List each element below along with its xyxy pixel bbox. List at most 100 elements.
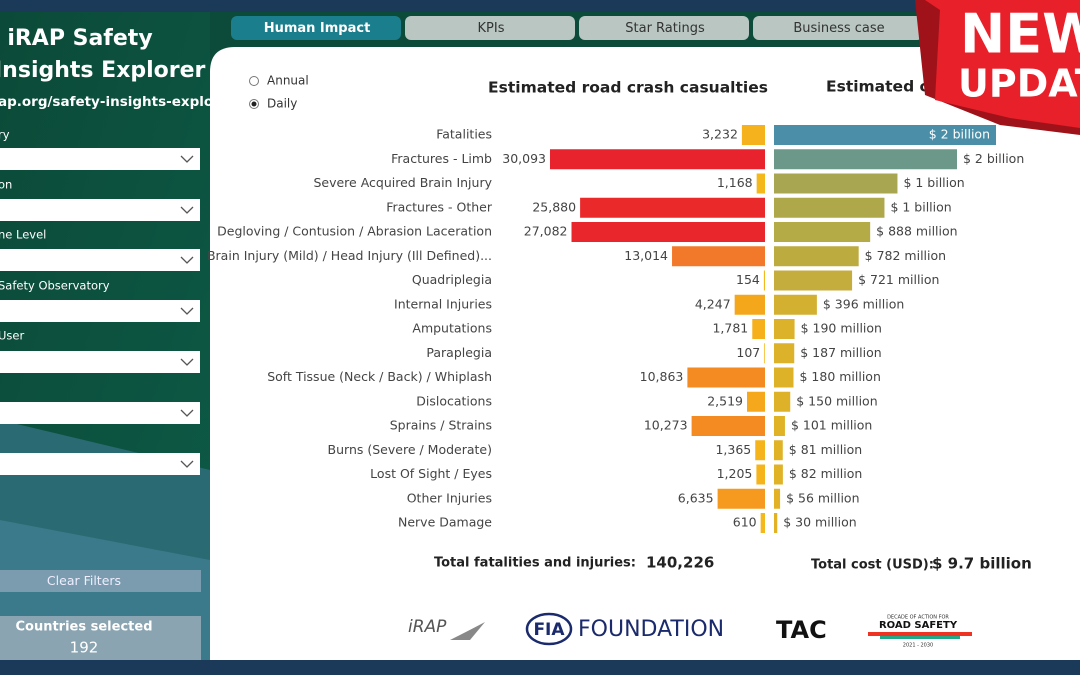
value-label: $ 721 million — [858, 272, 939, 287]
bar — [774, 294, 817, 315]
tab-label: KPIs — [478, 21, 505, 36]
tab[interactable] — [753, 16, 923, 40]
category-label: Paraplegia — [426, 345, 492, 360]
value-label: 27,082 — [524, 224, 568, 239]
bar — [774, 464, 783, 485]
bar — [774, 488, 781, 509]
bar — [760, 513, 765, 533]
category-label: Nerve Damage — [398, 515, 492, 530]
bar — [550, 149, 765, 170]
bar — [756, 173, 765, 194]
stripe — [868, 632, 972, 636]
radio-label: Daily — [267, 97, 297, 111]
total-value: 140,226 — [646, 554, 714, 572]
value-label: $ 187 million — [800, 345, 881, 360]
radio-label: Annual — [267, 74, 309, 88]
value-label: 10,863 — [640, 369, 684, 384]
value-label: $ 180 million — [799, 369, 880, 384]
logo-text: 2021 - 2030 — [903, 643, 933, 649]
value-label: 4,247 — [695, 296, 731, 311]
tab[interactable] — [405, 16, 575, 40]
banner — [925, 0, 1080, 128]
bar — [774, 319, 795, 339]
stripe — [880, 636, 960, 639]
value-label: $ 30 million — [783, 515, 856, 530]
category-label: Fatalities — [436, 127, 492, 142]
filter-label: on — [0, 178, 12, 192]
value-label: $ 396 million — [823, 296, 904, 311]
bar — [774, 270, 853, 291]
bar — [774, 367, 794, 388]
value-label: 10,273 — [644, 418, 688, 433]
top-bar — [0, 0, 1080, 12]
chart-title: Estimated road crash casualties — [488, 79, 768, 97]
bar — [774, 391, 791, 412]
dropdown[interactable] — [0, 148, 200, 170]
value-label: $ 2 billion — [963, 151, 1024, 166]
tab[interactable] — [579, 16, 749, 40]
value-label: 25,880 — [532, 199, 576, 214]
category-label: Degloving / Contusion / Abrasion Lacerat… — [217, 224, 492, 239]
dropdown[interactable] — [0, 300, 200, 322]
fia-ring — [525, 612, 573, 646]
bar — [755, 440, 765, 461]
clear-filters-button[interactable] — [0, 570, 201, 592]
bar — [741, 125, 765, 145]
dropdown-chevron — [180, 460, 194, 468]
dropdown-chevron — [180, 409, 194, 417]
logo-text: ROAD SAFETY — [879, 620, 958, 631]
bar — [774, 246, 859, 267]
category-label: Fractures - Other — [386, 199, 493, 214]
bar — [752, 319, 765, 339]
value-label: $ 190 million — [801, 321, 882, 336]
bar — [580, 197, 765, 218]
bar — [717, 488, 765, 509]
logo-text: DECADE OF ACTION FOR — [887, 615, 949, 621]
total-label: Total fatalities and injuries: — [434, 556, 636, 571]
value-label: 1,781 — [712, 321, 748, 336]
tab[interactable] — [231, 16, 401, 40]
bar — [774, 513, 778, 533]
bar — [774, 440, 783, 461]
value-label: $ 1 billion — [890, 199, 951, 214]
category-label: Fractures - Limb — [391, 151, 492, 166]
bar — [763, 270, 765, 291]
total-label: Total cost (USD): — [811, 558, 934, 573]
dropdown-chevron — [180, 206, 194, 214]
radio[interactable] — [249, 76, 259, 86]
bar — [764, 343, 765, 364]
value-label: $ 101 million — [791, 418, 872, 433]
category-label: Lost Of Sight / Eyes — [370, 466, 492, 481]
category-label: Internal Injuries — [394, 296, 492, 311]
dropdown[interactable] — [0, 402, 200, 424]
app-title: Insights Explorer — [0, 58, 206, 83]
radio-dot — [251, 101, 257, 107]
bar — [747, 391, 765, 412]
dropdown-chevron — [180, 155, 194, 163]
bar — [774, 173, 898, 194]
bar — [672, 246, 765, 267]
bar — [774, 197, 885, 218]
category-label: Amputations — [412, 321, 492, 336]
tab-label: Business case — [793, 21, 884, 36]
category-label: Quadriplegia — [412, 272, 492, 287]
category-label: Other Injuries — [407, 490, 492, 505]
value-label: 2,519 — [707, 393, 743, 408]
category-label: Soft Tissue (Neck / Back) / Whiplash — [267, 369, 492, 384]
value-label: 13,014 — [624, 248, 668, 263]
category-label: Severe Acquired Brain Injury — [313, 175, 492, 190]
logo-text: TAC — [776, 616, 827, 644]
countries-box — [0, 616, 201, 660]
dropdown[interactable] — [0, 351, 200, 373]
value-label: $ 56 million — [786, 490, 859, 505]
logo-text: FIA — [533, 620, 565, 640]
bar — [687, 367, 765, 388]
dropdown[interactable] — [0, 453, 200, 475]
value-label: $ 81 million — [789, 442, 862, 457]
dropdown-chevron — [180, 307, 194, 315]
dropdown[interactable] — [0, 199, 200, 221]
dropdown[interactable] — [0, 249, 200, 271]
bar — [774, 416, 785, 436]
